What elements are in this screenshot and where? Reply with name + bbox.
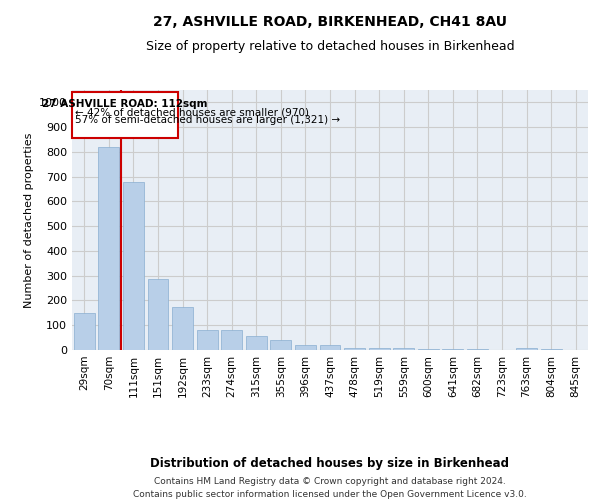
Bar (541, 349, 562, 350)
Bar (393, 348, 414, 350)
Text: Distribution of detached houses by size in Birkenhead: Distribution of detached houses by size … (151, 458, 509, 470)
Bar (123, 182, 144, 350)
Bar (295, 344, 316, 350)
Bar (467, 349, 488, 350)
Text: Contains public sector information licensed under the Open Government Licence v3: Contains public sector information licen… (133, 490, 527, 499)
Bar (246, 336, 267, 350)
Bar (271, 340, 292, 350)
Bar (516, 348, 537, 350)
Y-axis label: Number of detached properties: Number of detached properties (23, 132, 34, 308)
Bar (197, 330, 218, 350)
Text: Size of property relative to detached houses in Birkenhead: Size of property relative to detached ho… (146, 40, 514, 53)
Bar (148, 280, 169, 350)
Bar (418, 349, 439, 350)
Bar (442, 349, 463, 350)
Text: ← 42% of detached houses are smaller (970): ← 42% of detached houses are smaller (97… (76, 108, 310, 118)
Bar (221, 330, 242, 350)
Bar (320, 345, 340, 350)
Bar (344, 348, 365, 350)
Text: Contains HM Land Registry data © Crown copyright and database right 2024.: Contains HM Land Registry data © Crown c… (154, 478, 506, 486)
Bar (98, 147, 119, 350)
Text: 57% of semi-detached houses are larger (1,321) →: 57% of semi-detached houses are larger (… (76, 115, 341, 125)
Bar (73, 92, 178, 138)
Text: 27, ASHVILLE ROAD, BIRKENHEAD, CH41 8AU: 27, ASHVILLE ROAD, BIRKENHEAD, CH41 8AU (153, 15, 507, 29)
Bar (368, 348, 389, 350)
Bar (74, 313, 95, 350)
Text: 27 ASHVILLE ROAD: 112sqm: 27 ASHVILLE ROAD: 112sqm (43, 99, 208, 109)
Bar (172, 306, 193, 350)
